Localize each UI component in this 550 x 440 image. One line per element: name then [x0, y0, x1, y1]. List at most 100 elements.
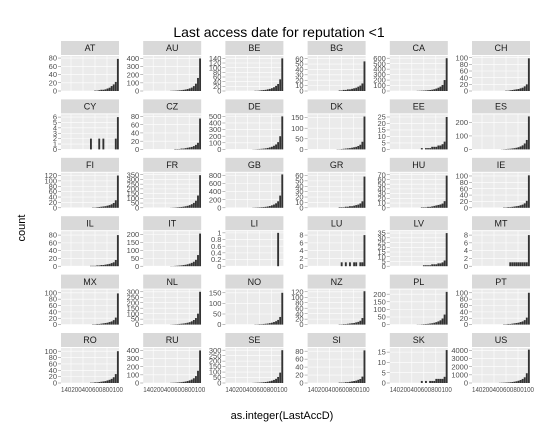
y-tick-label: 4 [299, 246, 303, 255]
histogram-bar [357, 146, 359, 149]
histogram-bar [353, 323, 355, 325]
histogram-bar [359, 203, 361, 207]
y-tick-label: 0 [299, 145, 303, 154]
histogram-bar [425, 324, 427, 325]
facet-strip-label: GB [248, 160, 261, 170]
histogram-bar [361, 318, 363, 325]
facet-strip-label: IL [86, 218, 94, 228]
histogram-bar [442, 204, 444, 208]
histogram-bar [113, 262, 115, 266]
histogram-bar [522, 88, 524, 91]
histogram-bar [96, 265, 98, 266]
histogram-bar [100, 207, 102, 208]
histogram-bar [183, 90, 185, 91]
facet-strip-label: DE [248, 102, 261, 112]
facet-plot-area [225, 56, 283, 91]
x-tick-labels: 140200400600800100 [472, 385, 534, 394]
y-tick-label: 1 [217, 228, 221, 237]
histogram-bar [113, 377, 115, 383]
facet-strip-label: CA [413, 43, 426, 53]
histogram-bar [355, 262, 357, 266]
histogram-bar [117, 235, 119, 266]
histogram-bar [442, 379, 444, 383]
histogram-bar [351, 89, 353, 91]
histogram-bar [528, 175, 530, 207]
histogram-bar [444, 315, 446, 325]
facet-strip-label: MT [495, 218, 508, 228]
y-tick-label: 140 [209, 54, 222, 63]
histogram-bar [115, 82, 117, 91]
histogram-bar [180, 265, 182, 266]
histogram-bar [440, 263, 442, 266]
histogram-bar [193, 203, 195, 208]
y-tick-label: 4 [464, 246, 468, 255]
histogram-bar [440, 87, 442, 91]
histogram-bar [528, 293, 530, 325]
histogram-bar [444, 201, 446, 208]
histogram-bar [275, 144, 277, 149]
y-tick-label: 20 [49, 78, 57, 87]
histogram-bar [265, 148, 267, 149]
histogram-bar [425, 148, 427, 149]
histogram-bar [364, 177, 366, 208]
histogram-bar [359, 321, 361, 325]
histogram-bar [343, 90, 345, 91]
histogram-bar [349, 382, 351, 383]
y-tick-label: 40 [49, 70, 57, 79]
histogram-bar [511, 148, 513, 149]
histogram-bar [187, 323, 189, 325]
histogram-bar [431, 381, 433, 383]
facet-plot-area [308, 231, 366, 266]
histogram-bar [355, 205, 357, 208]
histogram-bar [427, 207, 429, 208]
y-tick-label: 50 [213, 310, 221, 319]
histogram-bar [113, 203, 115, 208]
facet-strip-label: EE [413, 102, 425, 112]
histogram-bar [189, 205, 191, 208]
histogram-bar [357, 87, 359, 91]
histogram-bar [347, 324, 349, 325]
histogram-bar [271, 323, 273, 325]
histogram-bar [355, 381, 357, 383]
histogram-bar [277, 377, 279, 383]
histogram-bar [191, 321, 193, 324]
y-tick-label: 1000 [451, 370, 468, 379]
y-tick-label: 0 [299, 379, 303, 388]
histogram-bar [425, 381, 427, 383]
histogram-bar [191, 147, 193, 149]
histogram-bar [111, 321, 113, 324]
histogram-bar [518, 89, 520, 91]
histogram-bar [275, 203, 277, 207]
y-tick-label: 100 [455, 53, 468, 62]
histogram-bar [90, 139, 92, 150]
histogram-bar [347, 148, 349, 149]
histogram-bar [511, 90, 513, 91]
histogram-bar [446, 233, 448, 266]
histogram-bar [509, 207, 511, 208]
histogram-bar [361, 201, 363, 207]
histogram-bar [431, 206, 433, 207]
histogram-bar [199, 175, 201, 208]
histogram-bar [526, 140, 528, 149]
histogram-bar [357, 380, 359, 383]
histogram-bar [429, 381, 431, 383]
histogram-bar [98, 324, 100, 325]
histogram-bar [273, 87, 275, 91]
y-tick-label: 350 [127, 170, 140, 179]
histogram-bar [275, 86, 277, 91]
y-tick-label: 3000 [451, 354, 468, 363]
histogram-bar [279, 136, 281, 149]
y-tick-label: 10 [377, 358, 385, 367]
histogram-bar [117, 59, 119, 91]
facet-strip-label: BE [248, 43, 260, 53]
histogram-bar [444, 80, 446, 91]
histogram-bar [195, 145, 197, 150]
facet-strip-label: IT [168, 218, 177, 228]
